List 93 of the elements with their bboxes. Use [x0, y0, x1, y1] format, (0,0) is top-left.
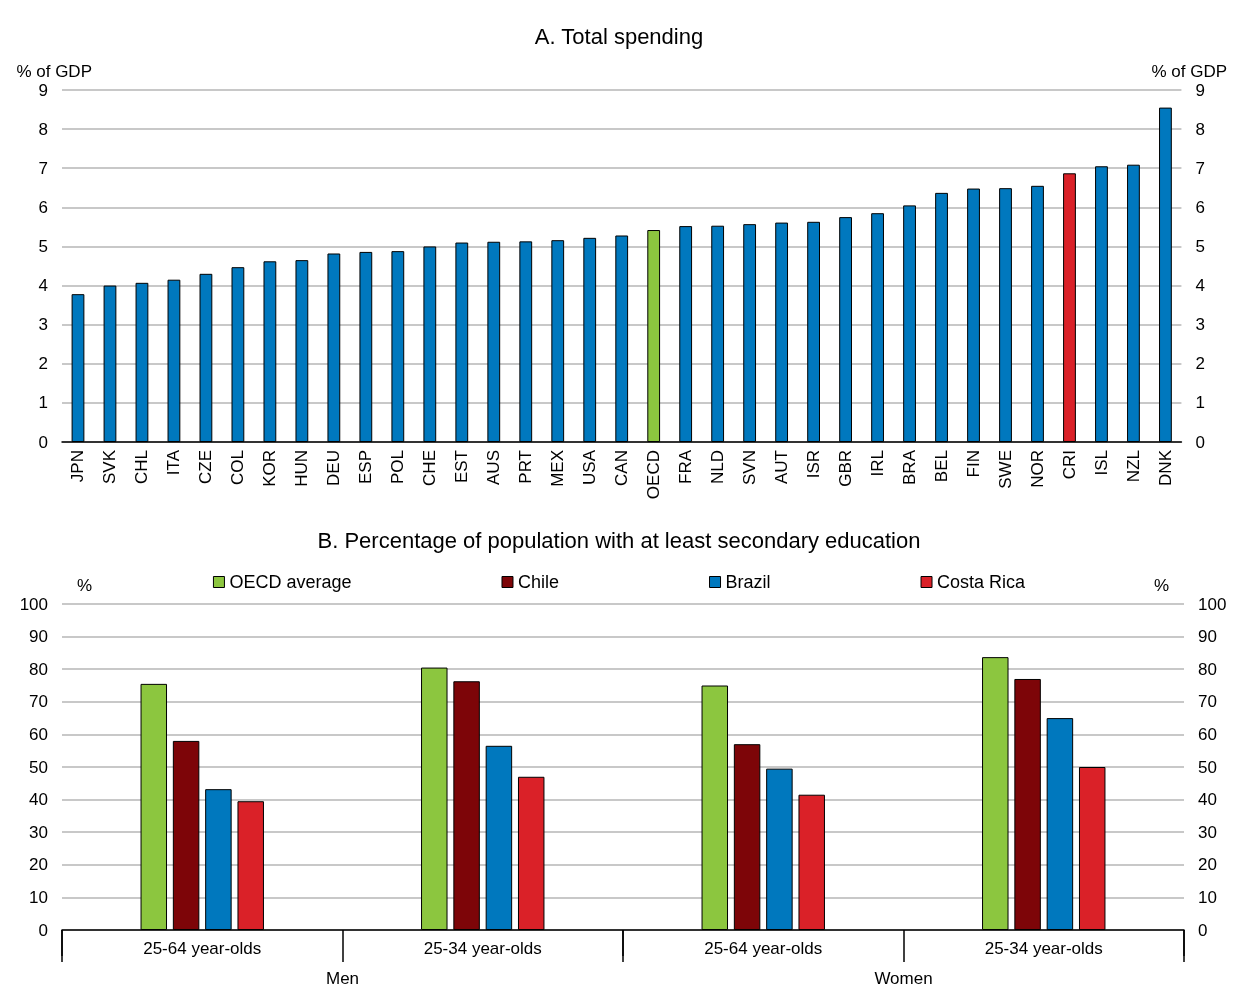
y-tick-label: 30	[29, 822, 48, 842]
x-tick-label: ISL	[1091, 450, 1111, 476]
x-tick-label: GBR	[836, 450, 856, 487]
y-tick-label: 100	[19, 594, 48, 614]
y-tick-label: 3	[38, 315, 48, 335]
y-tick-label: 0	[38, 920, 48, 940]
y2-tick-label: 3	[1195, 315, 1205, 335]
x-tick-label: ISR	[804, 450, 824, 479]
legend-label: Brazil	[725, 572, 771, 592]
x-tick-label: SVN	[740, 450, 760, 485]
x-tick-label: CAN	[612, 450, 632, 486]
y-tick-label: 5	[38, 236, 48, 256]
y-tick-label: 10	[29, 887, 48, 907]
x-tick-label: 25-64 year-olds	[704, 939, 823, 958]
y2-tick-label: 5	[1195, 236, 1205, 256]
y-tick-label: 6	[38, 197, 48, 217]
legend-label: OECD average	[229, 572, 352, 592]
x-tick-label: CRI	[1059, 450, 1079, 480]
x-tick-label: COL	[228, 450, 248, 485]
legend-label: Chile	[518, 572, 560, 592]
y-tick-label: 50	[29, 757, 48, 777]
x-tick-label: ITA	[164, 449, 184, 476]
y-tick-label: 7	[38, 158, 48, 178]
y-tick-label: 80	[29, 659, 48, 679]
x-tick-label: BRA	[900, 449, 920, 485]
y2-tick-label: 60	[1198, 724, 1217, 744]
y2-tick-label: 1	[1195, 393, 1205, 413]
y-tick-label: 4	[38, 276, 48, 296]
text: Men	[325, 969, 360, 988]
y-tick-label: 8	[38, 119, 48, 139]
y2-axis-title: %	[1154, 576, 1170, 595]
y-tick-label: 40	[29, 790, 48, 810]
x-tick-label: OECD	[644, 450, 664, 500]
x-tick-label: NOR	[1028, 450, 1047, 488]
y-tick-label: 20	[29, 855, 48, 875]
x-tick-label: 25-64 year-olds	[143, 939, 262, 958]
x-tick-label: IRL	[868, 450, 888, 477]
y2-tick-label: 7	[1195, 158, 1205, 178]
x-tick-label: FRA	[676, 449, 696, 484]
y-tick-label: 9	[38, 80, 48, 100]
x-tick-label: CHE	[420, 450, 440, 486]
y2-tick-label: 9	[1195, 80, 1205, 100]
y-axis-title: % of GDP	[16, 62, 92, 81]
y2-axis-title: % of GDP	[1151, 62, 1228, 81]
legend-label: Costa Rica	[937, 572, 1027, 592]
x-tick-label: JPN	[68, 450, 88, 483]
y2-tick-label: 0	[1198, 920, 1208, 940]
x-tick-label: BEL	[932, 450, 952, 483]
y2-tick-label: 50	[1198, 757, 1217, 777]
x-tick-label: POL	[388, 450, 408, 485]
y-tick-label: 60	[29, 724, 48, 744]
x-tick-label: CHL	[132, 450, 152, 485]
y2-tick-label: 30	[1198, 822, 1217, 842]
x-tick-label: KOR	[260, 450, 280, 487]
x-tick-label: 25-34 year-olds	[984, 939, 1103, 958]
y-tick-label: 0	[38, 432, 48, 452]
x-tick-label: NLD	[708, 450, 728, 485]
y2-tick-label: 40	[1198, 790, 1217, 810]
y2-tick-label: 0	[1195, 432, 1205, 452]
x-tick-label: PRT	[516, 450, 536, 484]
x-tick-label: DNK	[1155, 449, 1175, 486]
x-tick-label: HUN	[292, 450, 312, 487]
x-tick-label: DEU	[324, 450, 344, 486]
x-tick-label: NZL	[1123, 450, 1143, 483]
text: Women	[874, 969, 933, 988]
y-axis-title: %	[76, 576, 92, 595]
x-tick-label: AUT	[772, 450, 792, 484]
y-tick-label: 2	[38, 354, 48, 374]
y2-tick-label: 2	[1195, 354, 1205, 374]
x-tick-label: SWE	[996, 450, 1016, 489]
y2-tick-label: 80	[1198, 659, 1217, 679]
x-tick-label: ESP	[356, 450, 376, 485]
x-tick-label: USA	[580, 449, 600, 485]
x-tick-label: 25-34 year-olds	[423, 939, 542, 958]
x-tick-label: CZE	[196, 450, 216, 484]
y2-tick-label: 20	[1198, 855, 1217, 875]
y2-tick-label: 6	[1195, 197, 1205, 217]
y-tick-label: 1	[38, 393, 48, 413]
chart-title: B. Percentage of population with at least secondary education	[317, 527, 921, 553]
x-tick-label: AUS	[484, 450, 504, 485]
x-tick-label: SVK	[100, 449, 120, 485]
chart-title: A. Total spending	[534, 23, 704, 49]
y2-tick-label: 70	[1198, 692, 1217, 712]
x-tick-label: EST	[452, 450, 472, 484]
y2-tick-label: 4	[1195, 276, 1205, 296]
y-tick-label: 90	[29, 627, 48, 647]
y-tick-label: 70	[29, 692, 48, 712]
x-tick-label: FIN	[964, 450, 984, 478]
y2-tick-label: 100	[1198, 594, 1227, 614]
y2-tick-label: 8	[1195, 119, 1205, 139]
y2-tick-label: 10	[1198, 887, 1217, 907]
x-tick-label: MEX	[548, 450, 568, 487]
y2-tick-label: 90	[1198, 627, 1217, 647]
